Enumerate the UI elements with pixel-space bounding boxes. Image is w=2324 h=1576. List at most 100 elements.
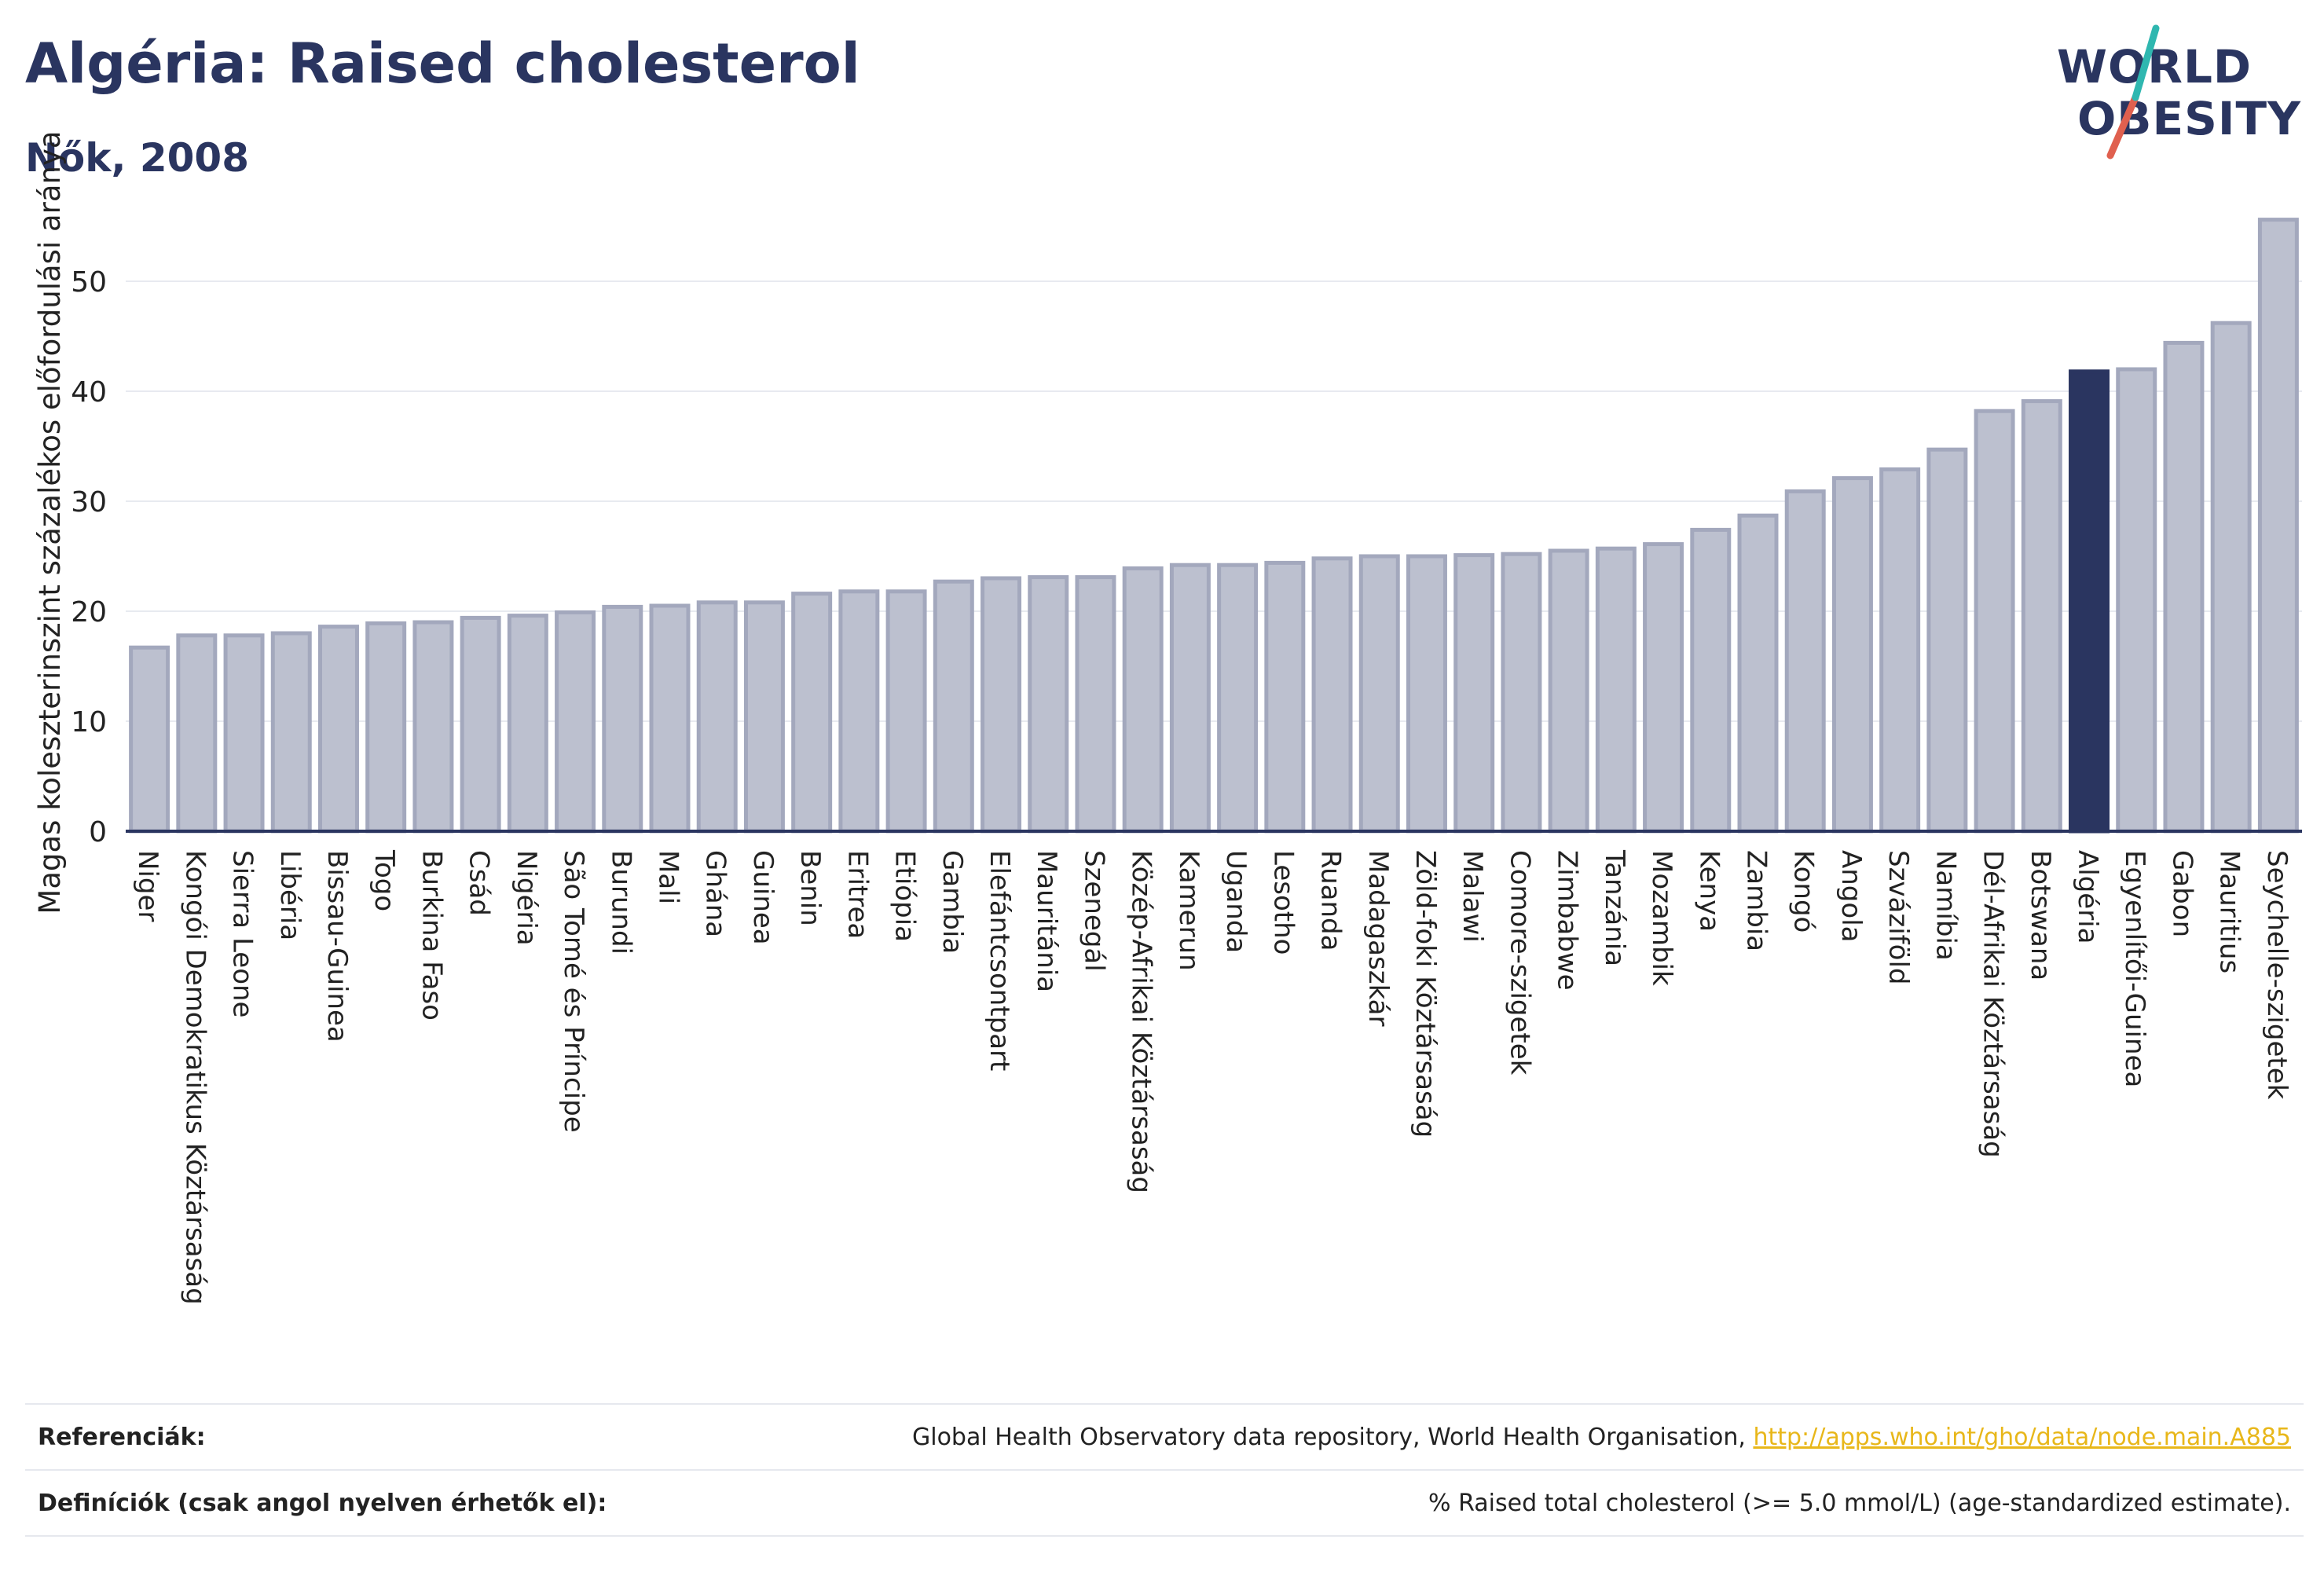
bar[interactable]	[1453, 553, 1495, 834]
bar[interactable]	[2210, 321, 2252, 834]
x-tick-label: Nigéria	[511, 850, 542, 946]
references-text: Global Health Observatory data repositor…	[912, 1424, 1746, 1451]
logo-slash-icon	[2106, 24, 2160, 159]
bars	[129, 218, 2299, 834]
y-tick-label: 50	[71, 266, 107, 299]
x-tick-label: Közép-Afrikai Köztársaság	[1126, 850, 1157, 1193]
bar[interactable]	[1217, 563, 1259, 834]
x-tick-label: Csád	[464, 850, 495, 916]
bar[interactable]	[1358, 554, 1400, 834]
bar[interactable]	[317, 625, 359, 834]
bar[interactable]	[1831, 476, 1873, 834]
x-tick-label: Botswana	[2025, 850, 2056, 980]
x-tick-label: Kamerun	[1173, 850, 1204, 971]
bar[interactable]	[1643, 542, 1684, 834]
bar[interactable]	[460, 615, 501, 834]
who-data-link[interactable]: http://apps.who.int/gho/data/node.main.A…	[1753, 1424, 2291, 1451]
bar[interactable]	[696, 600, 738, 834]
bar[interactable]	[1926, 447, 1968, 834]
bar[interactable]	[1311, 556, 1353, 834]
bar[interactable]	[885, 589, 927, 834]
definitions-value: % Raised total cholesterol (>= 5.0 mmol/…	[1428, 1490, 2291, 1517]
bar[interactable]	[933, 579, 974, 834]
x-tick-label: Mozambik	[1646, 850, 1677, 986]
bar[interactable]	[791, 592, 833, 834]
x-tick-label: Eritrea	[841, 850, 873, 939]
bar[interactable]	[1406, 554, 1447, 834]
bar[interactable]	[981, 576, 1022, 834]
x-tick-label: Libéria	[274, 850, 306, 940]
x-tick-label: Dél-Afrikai Köztársaság	[1978, 850, 2009, 1158]
x-tick-label: Elefántcsontpart	[984, 850, 1015, 1071]
bar[interactable]	[1075, 575, 1116, 834]
bar[interactable]	[365, 621, 407, 834]
y-tick-label: 0	[89, 816, 107, 848]
bar[interactable]	[1169, 563, 1211, 834]
x-tick-label: Egyenlítői-Guinea	[2119, 850, 2150, 1087]
bar[interactable]	[1264, 560, 1306, 834]
x-tick-label: Kenya	[1693, 850, 1725, 932]
y-tick-label: 30	[71, 486, 107, 519]
x-tick-label: Szváziföld	[1882, 850, 1914, 984]
x-tick-label: Algéria	[2072, 850, 2103, 944]
bar[interactable]	[2163, 340, 2205, 834]
bar[interactable]	[223, 633, 265, 834]
chart-subtitle: Nők, 2008	[25, 135, 250, 181]
bar[interactable]	[649, 603, 691, 834]
bar[interactable]	[743, 600, 785, 834]
bar[interactable]	[1548, 548, 1589, 834]
x-tick-label: Burkina Faso	[416, 850, 447, 1021]
references-value: Global Health Observatory data repositor…	[912, 1424, 2291, 1451]
x-tick-label: Malawi	[1457, 850, 1488, 943]
y-tick-label: 10	[71, 706, 107, 739]
x-tick-label: Mauritánia	[1031, 850, 1062, 992]
x-tick-label: São Tomé és Príncipe	[558, 850, 589, 1133]
bar[interactable]	[1974, 409, 2015, 834]
x-tick-label: Etiópia	[889, 850, 921, 942]
x-tick-label: Comore-szigetek	[1504, 850, 1535, 1076]
bar-chart: 0 10 20 30 40 50 Niger Kongói Demokratikus Köz…	[33, 130, 2302, 1305]
x-tick-label: Mali	[653, 850, 684, 904]
x-tick-label: Zöld-foki Köztársaság	[1409, 850, 1441, 1138]
bar[interactable]	[1028, 575, 1069, 834]
x-tick-label: Namíbia	[1930, 850, 1961, 961]
x-tick-label: Togo	[368, 849, 400, 911]
x-tick-label: Tanzánia	[1599, 849, 1630, 966]
references-row: Referenciák: Global Health Observatory d…	[25, 1403, 2304, 1469]
bar[interactable]	[1122, 566, 1164, 834]
x-tick-label: Gambia	[937, 850, 968, 954]
x-tick-label: Lesotho	[1267, 850, 1299, 955]
bar[interactable]	[507, 614, 548, 834]
references-label: Referenciák:	[38, 1424, 206, 1451]
bar[interactable]	[1690, 527, 1732, 834]
bar[interactable]	[2116, 367, 2157, 834]
bar[interactable]	[602, 604, 643, 834]
bar[interactable]	[2021, 399, 2062, 834]
bar[interactable]	[555, 610, 596, 834]
bar[interactable]	[412, 620, 454, 834]
x-tick-label: Madagaszkár	[1362, 850, 1394, 1026]
bar[interactable]	[129, 645, 170, 834]
definitions-row: Definíciók (csak angol nyelven érhetők e…	[25, 1469, 2304, 1537]
references-table: Referenciák: Global Health Observatory d…	[25, 1403, 2304, 1537]
bar[interactable]	[1501, 552, 1542, 834]
bar[interactable]	[176, 633, 218, 834]
definitions-label: Definíciók (csak angol nyelven érhetők e…	[38, 1490, 607, 1517]
logo-line2: OBESITY	[2077, 92, 2302, 145]
x-tick-label: Gabon	[2166, 850, 2198, 937]
bar[interactable]	[2257, 218, 2299, 834]
x-axis-labels: Niger Kongói Demokratikus Köztársaság Sier…	[132, 849, 2293, 1305]
y-axis-ticks: 0 10 20 30 40 50	[71, 266, 107, 848]
x-tick-label: Niger	[132, 850, 163, 922]
bar[interactable]	[1784, 489, 1826, 834]
x-tick-label: Uganda	[1220, 850, 1252, 953]
x-tick-label: Szenegál	[1078, 850, 1109, 972]
bar[interactable]	[2069, 369, 2110, 834]
bar[interactable]	[1879, 467, 1921, 834]
world-obesity-logo[interactable]: WORLD OBESITY	[2043, 24, 2310, 165]
bar[interactable]	[270, 631, 312, 834]
bar[interactable]	[1737, 513, 1779, 834]
bar[interactable]	[838, 589, 880, 834]
bar[interactable]	[1595, 546, 1637, 834]
x-tick-label: Ghána	[700, 850, 731, 937]
